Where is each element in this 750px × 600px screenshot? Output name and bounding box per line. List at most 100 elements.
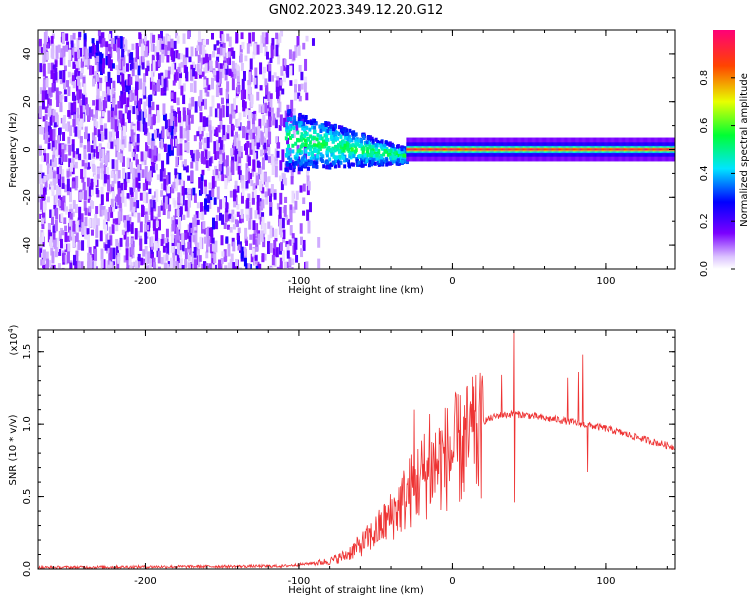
heatmap-cell — [422, 148, 424, 151]
heatmap-cell — [75, 61, 79, 69]
heatmap-cell — [273, 239, 277, 249]
heatmap-cell — [281, 88, 285, 95]
heatmap-cell — [121, 144, 125, 151]
heatmap-cell — [192, 235, 196, 243]
heatmap-cell — [514, 148, 517, 151]
heatmap-cell — [142, 249, 146, 257]
heatmap-cell — [330, 148, 334, 153]
heatmap-cell — [244, 236, 248, 244]
heatmap-cell — [156, 52, 160, 61]
heatmap-cell — [609, 148, 611, 151]
heatmap-cell — [203, 156, 207, 165]
heatmap-cell — [179, 258, 183, 269]
heatmap-cell — [206, 238, 210, 250]
heatmap-cell — [450, 148, 452, 151]
snr-series-line — [38, 330, 675, 569]
heatmap-cell — [548, 148, 550, 151]
heatmap-cell — [306, 166, 310, 171]
heatmap-cell — [104, 128, 108, 140]
heatmap-cell — [46, 134, 50, 143]
heatmap-cell — [642, 148, 644, 151]
heatmap-cell — [664, 148, 666, 151]
heatmap-cell — [76, 108, 80, 116]
heatmap-cell — [56, 95, 60, 108]
heatmap-cell — [228, 213, 232, 219]
heatmap-cell — [569, 148, 571, 151]
heatmap-cell — [233, 98, 237, 110]
heatmap-cell — [58, 230, 62, 242]
heatmap-cell — [121, 129, 125, 140]
heatmap-cell — [325, 150, 329, 155]
heatmap-cell — [284, 167, 288, 172]
heatmap-cell — [63, 89, 67, 95]
heatmap-cell — [55, 194, 59, 203]
heatmap-cell — [145, 254, 149, 266]
heatmap-cell — [230, 253, 234, 262]
heatmap-cell — [312, 160, 316, 165]
heatmap-cell — [117, 194, 121, 205]
heatmap-cell — [230, 70, 234, 78]
heatmap-cell — [175, 69, 179, 81]
heatmap-cell — [251, 191, 255, 203]
heatmap-cell — [106, 86, 110, 94]
heatmap-cell — [274, 117, 278, 129]
heatmap-cell — [620, 148, 622, 151]
heatmap-cell — [151, 101, 155, 111]
heatmap-cell — [299, 185, 303, 193]
heatmap-cell — [143, 109, 147, 118]
heatmap-cell — [210, 77, 214, 90]
heatmap-cell — [139, 33, 143, 47]
heatmap-cell — [85, 48, 89, 60]
heatmap-cell — [439, 148, 441, 151]
heatmap-cell — [254, 126, 258, 134]
heatmap-cell — [298, 151, 302, 156]
heatmap-cell — [300, 157, 304, 162]
heatmap-cell — [95, 99, 99, 111]
heatmap-cell — [290, 168, 294, 179]
heatmap-cell — [260, 149, 264, 157]
heatmap-cell — [211, 176, 215, 189]
heatmap-cell — [390, 145, 394, 150]
heatmap-cell — [92, 78, 96, 87]
heatmap-cell — [173, 62, 177, 70]
heatmap-cell — [284, 196, 288, 203]
heatmap-cell — [294, 161, 298, 166]
heatmap-cell — [374, 137, 378, 142]
snr-y-tick-label: 1.5 — [22, 344, 33, 360]
heatmap-cell — [77, 260, 81, 269]
heatmap-cell — [204, 87, 208, 93]
spectrogram-x-tick-label: -100 — [288, 276, 311, 287]
heatmap-cell — [299, 223, 303, 234]
heatmap-cell — [64, 154, 68, 162]
heatmap-cell — [170, 38, 174, 50]
heatmap-cell — [54, 157, 58, 168]
heatmap-cell — [165, 33, 169, 46]
heatmap-cell — [351, 143, 355, 148]
heatmap-cell — [84, 97, 88, 110]
heatmap-cell — [290, 99, 294, 112]
heatmap-cell — [350, 130, 354, 135]
heatmap-cell — [337, 125, 341, 130]
heatmap-cell — [162, 103, 166, 116]
heatmap-cell — [465, 148, 467, 151]
heatmap-cell — [132, 135, 136, 146]
heatmap-cell — [361, 155, 365, 160]
heatmap-cell — [288, 257, 292, 266]
heatmap-cell — [503, 148, 505, 151]
heatmap-cell — [622, 148, 624, 151]
heatmap-cell — [89, 161, 93, 167]
heatmap-cell — [46, 40, 50, 49]
heatmap-cell — [39, 63, 43, 73]
heatmap-cell — [280, 66, 284, 76]
heatmap-cell — [311, 136, 315, 141]
heatmap-cell — [304, 149, 308, 154]
heatmap-cell — [303, 82, 307, 93]
heatmap-cell — [162, 202, 166, 216]
heatmap-cell — [597, 148, 599, 151]
heatmap-cell — [564, 148, 566, 151]
heatmap-cell — [258, 263, 262, 269]
heatmap-cell — [54, 67, 58, 81]
heatmap-cell — [338, 154, 342, 159]
heatmap-cell — [216, 147, 220, 159]
heatmap-cell — [110, 117, 114, 130]
